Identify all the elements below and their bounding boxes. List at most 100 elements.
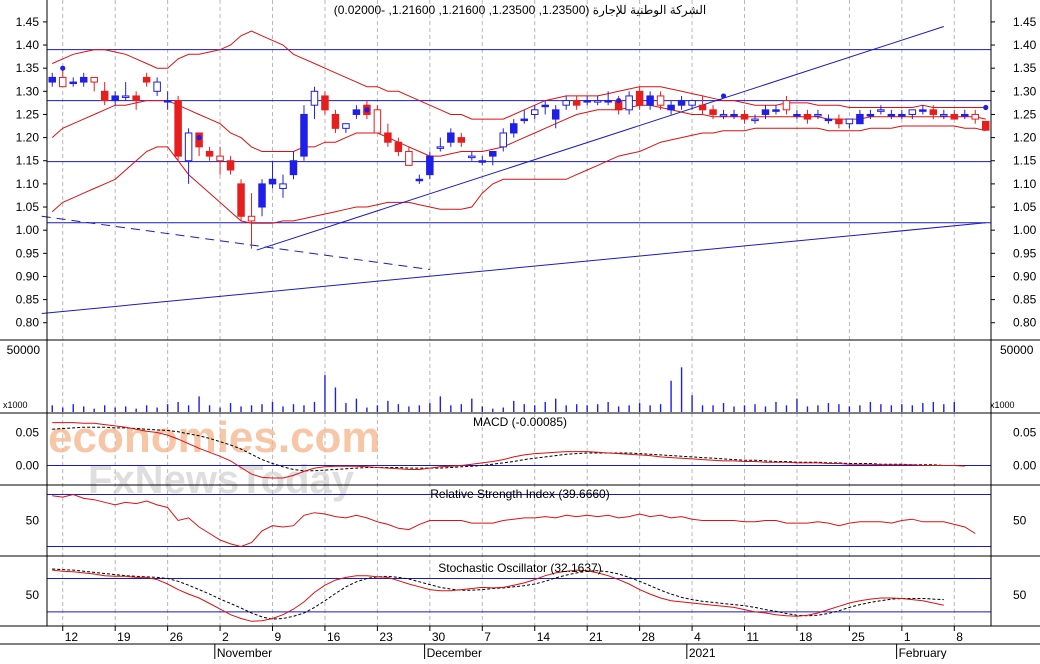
candle: [572, 95, 581, 110]
candle-body: [142, 76, 151, 83]
candle-body: [310, 90, 319, 106]
x-tick-label: 14: [537, 630, 551, 644]
candle-body: [929, 109, 938, 115]
x-tick-label: 1: [904, 630, 911, 644]
candle-body: [226, 160, 235, 171]
candle-body: [90, 76, 98, 83]
x-tick-label: 19: [117, 630, 131, 644]
candle-body: [111, 95, 119, 102]
candle: [142, 72, 151, 87]
candle-body: [730, 113, 738, 117]
x-tick-label: 7: [484, 630, 491, 644]
candle: [562, 95, 570, 110]
candle: [90, 76, 98, 92]
candle: [803, 109, 812, 124]
price-ytick-label-right: 1.00: [1013, 223, 1037, 237]
signal-dot: [196, 135, 202, 141]
candle-body: [772, 109, 780, 112]
candle-body: [551, 109, 560, 120]
candle-body: [489, 150, 497, 157]
candle: [310, 86, 319, 120]
x-tick-label: 12: [65, 630, 79, 644]
candle: [426, 151, 434, 180]
candle-body: [961, 113, 969, 117]
candle-body: [719, 113, 728, 117]
price-ytick-label-left: 0.85: [16, 293, 40, 307]
price-ytick-label-right: 0.80: [1013, 316, 1037, 330]
month-label: February: [899, 646, 947, 659]
candle: [258, 179, 266, 217]
month-label: 2021: [689, 646, 716, 659]
candle-body: [814, 113, 822, 117]
stochastic-title: Stochastic Oscillator (32.1637): [438, 561, 601, 575]
candle: [751, 114, 759, 124]
candle: [163, 91, 172, 110]
candle: [226, 156, 235, 175]
candle: [132, 91, 140, 110]
candle: [331, 109, 340, 133]
candle: [677, 95, 686, 110]
candle-body: [982, 120, 990, 131]
candle-body: [541, 104, 549, 108]
price-ytick-label-left: 1.30: [16, 84, 40, 98]
candle-body: [258, 183, 266, 208]
candle-body: [740, 113, 749, 120]
candle: [69, 77, 77, 87]
price-ytick-label-right: 1.15: [1013, 154, 1037, 168]
candle: [384, 123, 392, 147]
macd-ytick-label-right: 0.00: [1013, 459, 1037, 473]
candle-body: [447, 132, 455, 143]
trendline-0: [256, 26, 944, 251]
watermark-fxnewstoday: FxNewsToday: [88, 458, 355, 502]
candle: [667, 100, 675, 115]
candle-body: [499, 132, 508, 148]
candle: [971, 109, 980, 124]
candle-body: [331, 113, 340, 129]
candle: [814, 109, 822, 120]
candle-body: [436, 146, 445, 149]
candle-body: [835, 118, 843, 125]
candle: [184, 128, 193, 184]
candle: [740, 109, 749, 124]
candle: [961, 109, 969, 120]
candle-body: [352, 109, 361, 115]
candle-body: [174, 100, 182, 157]
candle: [593, 95, 602, 106]
x-tick-label: 25: [851, 630, 865, 644]
candle-body: [845, 118, 854, 125]
candle: [646, 91, 654, 110]
candle: [688, 100, 696, 110]
signal-dot: [364, 107, 370, 113]
candle: [342, 123, 350, 133]
candle: [719, 109, 728, 120]
candle-body: [384, 132, 392, 143]
candle-body: [898, 113, 906, 117]
price-ytick-label-left: 1.05: [16, 200, 40, 214]
candle-body: [782, 100, 791, 111]
candle: [877, 105, 885, 115]
candle-body: [184, 132, 193, 162]
candle: [100, 82, 109, 106]
candle-body: [709, 109, 717, 115]
candle-body: [247, 215, 256, 222]
candle: [457, 132, 466, 147]
candle: [583, 95, 591, 106]
price-ytick-label-right: 0.95: [1013, 246, 1037, 260]
candle: [405, 146, 413, 166]
rsi-ytick-label-left: 50: [26, 514, 40, 528]
candle: [79, 72, 88, 87]
candle: [268, 160, 277, 189]
price-ytick-label-right: 1.10: [1013, 177, 1037, 191]
price-ytick-label-left: 1.40: [16, 38, 40, 52]
candle-body: [667, 104, 675, 111]
candle: [835, 114, 843, 129]
signal-dot: [616, 97, 622, 104]
volume-unit-label-right: x1000: [990, 400, 1015, 410]
trendline-2: [41, 222, 986, 314]
stochastic-d-line: [52, 568, 944, 620]
candle: [237, 179, 245, 221]
candle: [300, 105, 308, 161]
volume-ytick-left: 50000: [7, 343, 41, 357]
candle: [604, 91, 612, 106]
